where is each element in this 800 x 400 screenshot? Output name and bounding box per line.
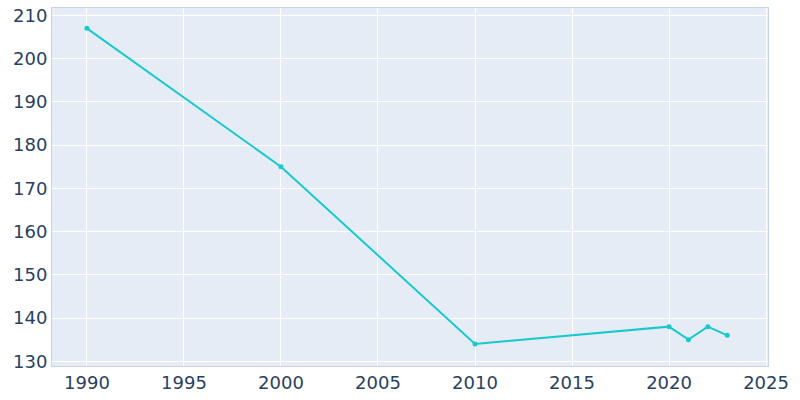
svg-text:140: 140 xyxy=(13,307,47,328)
svg-text:210: 210 xyxy=(13,5,47,26)
svg-text:190: 190 xyxy=(13,91,47,112)
svg-text:1990: 1990 xyxy=(64,372,110,393)
svg-text:2010: 2010 xyxy=(452,372,498,393)
svg-text:150: 150 xyxy=(13,264,47,285)
svg-text:2015: 2015 xyxy=(549,372,595,393)
svg-text:130: 130 xyxy=(13,351,47,372)
svg-text:170: 170 xyxy=(13,178,47,199)
svg-text:2005: 2005 xyxy=(355,372,401,393)
svg-text:200: 200 xyxy=(13,48,47,69)
svg-text:160: 160 xyxy=(13,221,47,242)
svg-text:2000: 2000 xyxy=(258,372,304,393)
svg-text:180: 180 xyxy=(13,134,47,155)
svg-text:2020: 2020 xyxy=(646,372,692,393)
svg-text:2025: 2025 xyxy=(743,372,789,393)
svg-text:1995: 1995 xyxy=(161,372,207,393)
